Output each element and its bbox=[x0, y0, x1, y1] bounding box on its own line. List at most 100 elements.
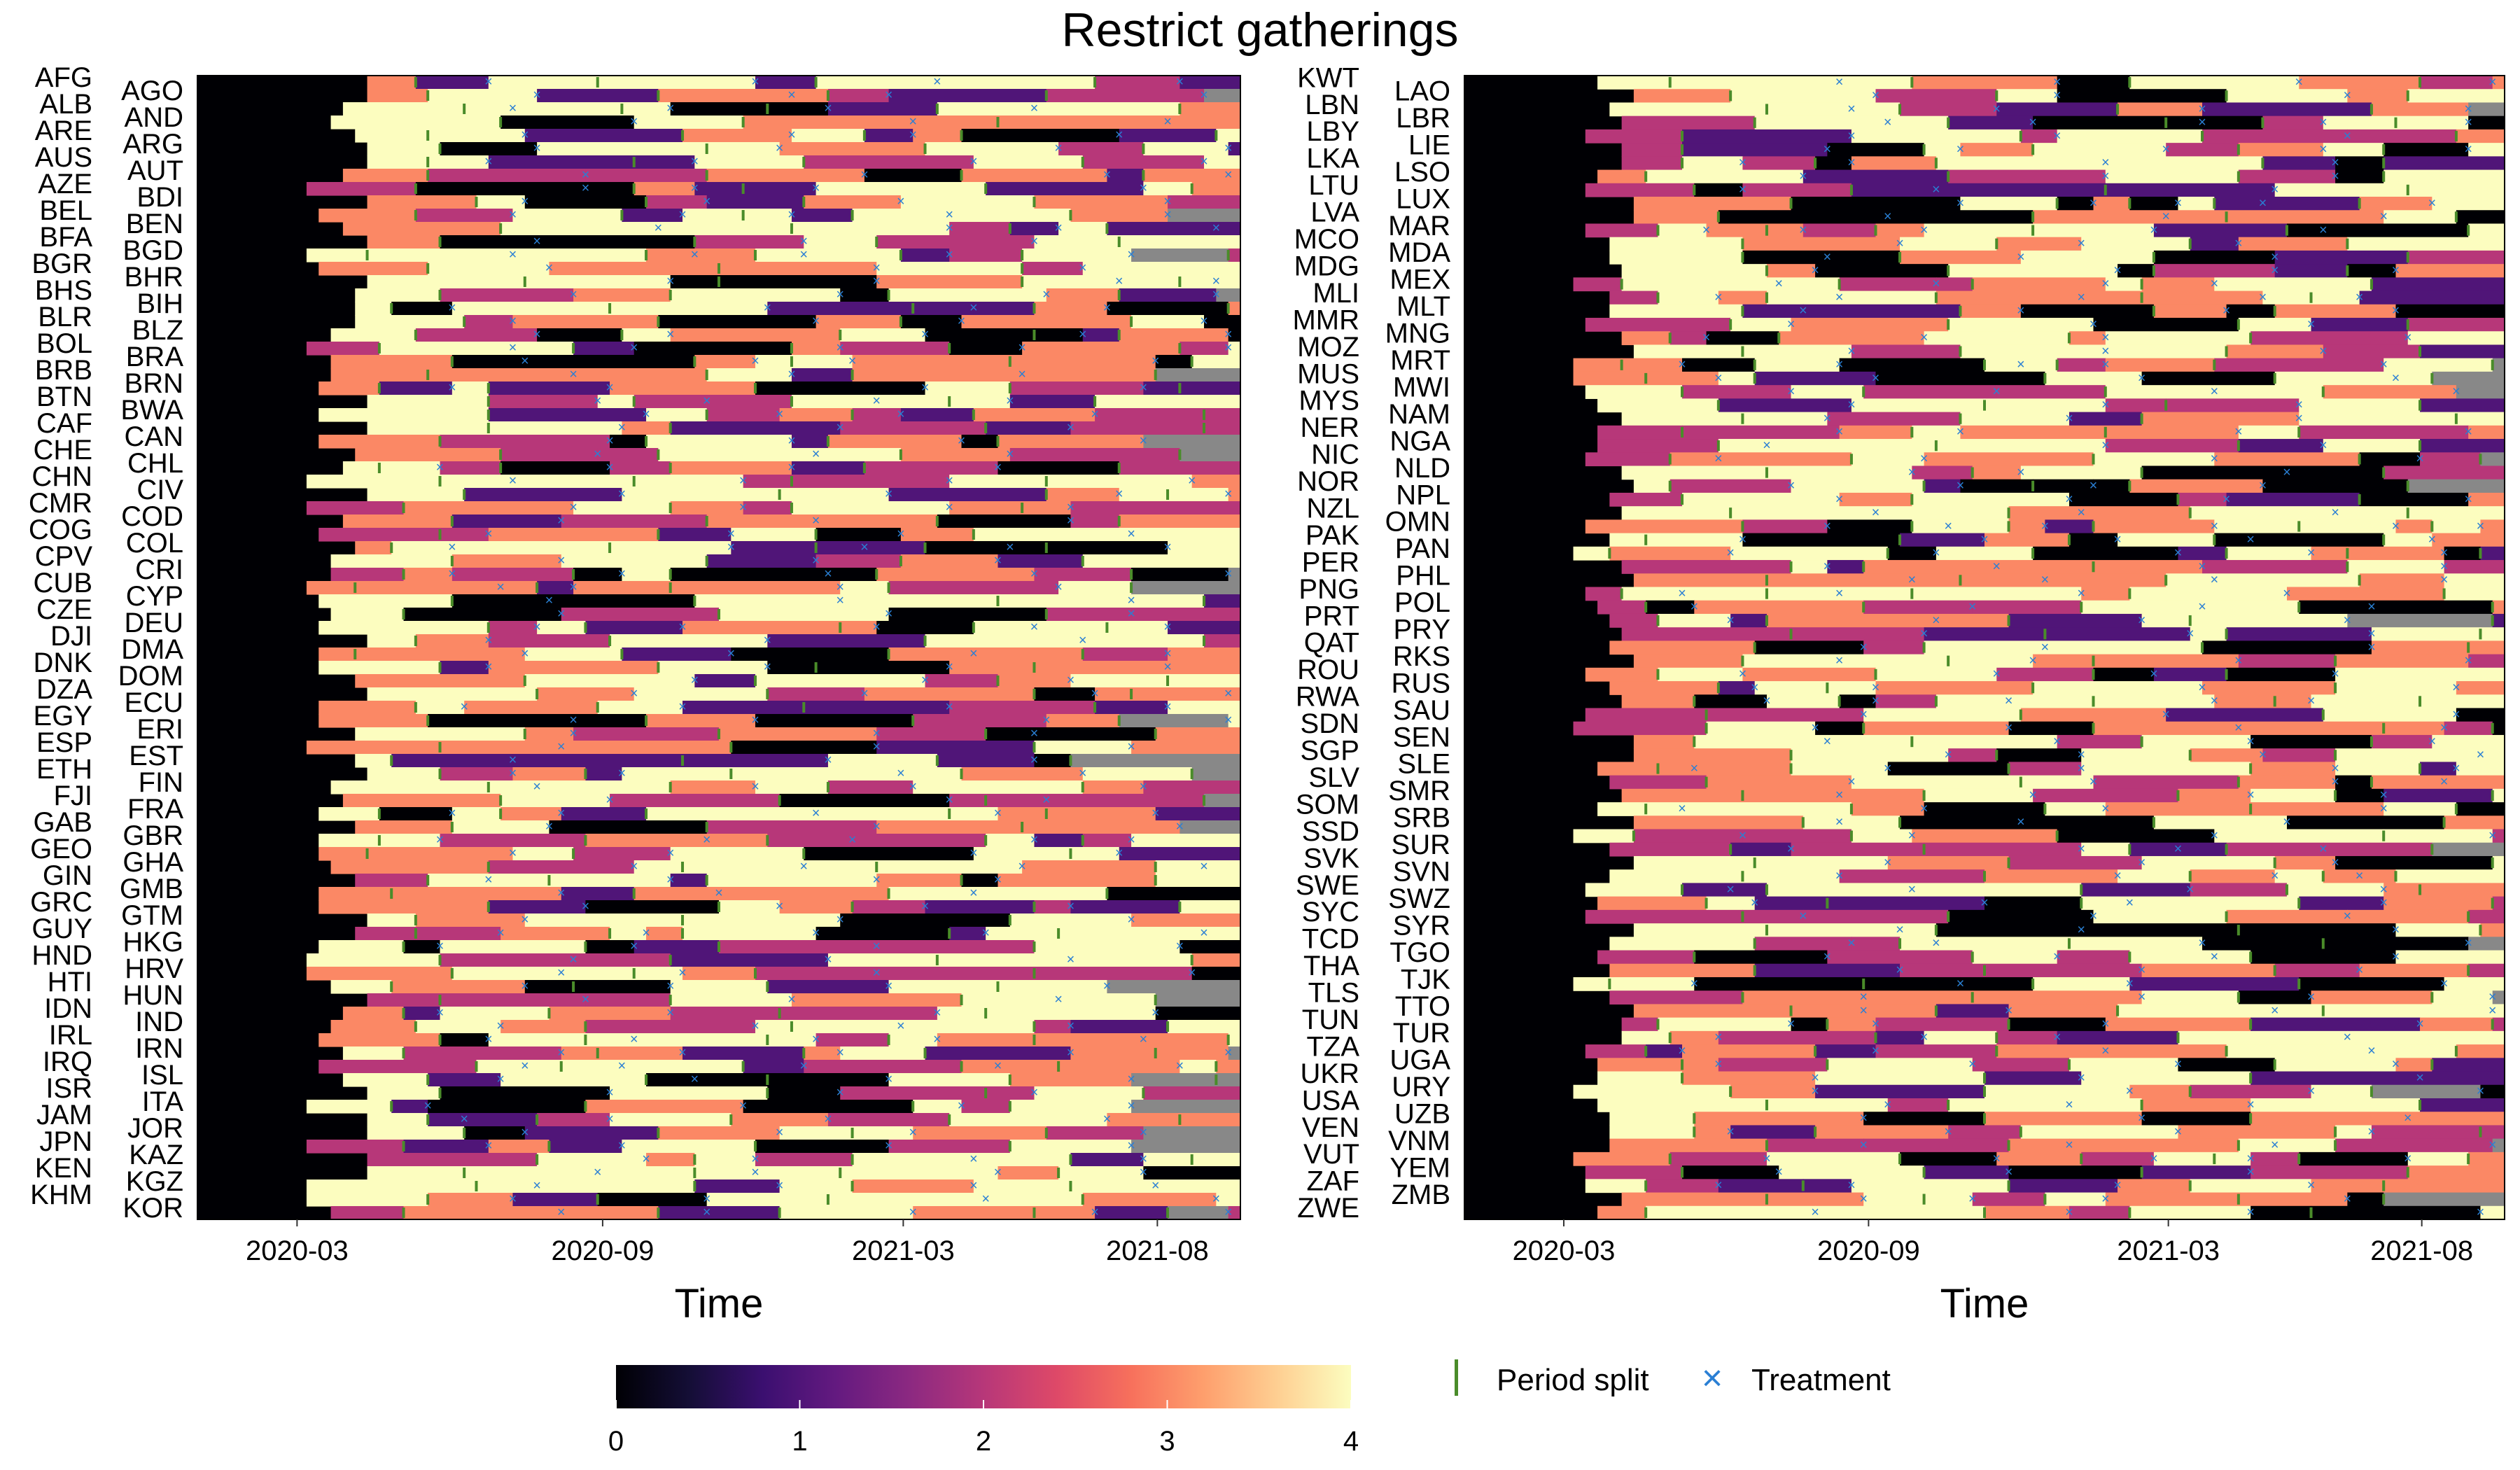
period-split-marker bbox=[547, 1141, 551, 1152]
heatmap-cell bbox=[634, 115, 744, 130]
heatmap-cell bbox=[719, 887, 890, 901]
heatmap-cell bbox=[2190, 869, 2276, 884]
heatmap-cell bbox=[900, 448, 1011, 462]
heatmap-cell bbox=[524, 674, 695, 688]
heatmap-cell bbox=[2238, 143, 2324, 157]
heatmap-cell bbox=[500, 448, 598, 462]
heatmap-cell bbox=[1996, 1152, 2082, 1166]
heatmap-cell bbox=[1009, 448, 1180, 462]
period-split-marker bbox=[1203, 795, 1206, 806]
heatmap-cell bbox=[1034, 834, 1084, 848]
heatmap-cell bbox=[731, 648, 890, 662]
heatmap-cell bbox=[1996, 89, 2058, 104]
heatmap-cell bbox=[342, 461, 380, 475]
treatment-marker: × bbox=[436, 832, 444, 848]
country-label: BRB bbox=[35, 355, 92, 386]
heatmap-cell bbox=[2093, 775, 2239, 790]
heatmap-cell bbox=[961, 435, 999, 449]
period-split-marker bbox=[2128, 588, 2132, 599]
heatmap-cell bbox=[1168, 541, 1241, 555]
heatmap-cell bbox=[1875, 694, 1937, 709]
heatmap-cell bbox=[1996, 102, 2118, 117]
period-split-marker bbox=[1069, 755, 1072, 766]
country-label: KEN bbox=[35, 1153, 92, 1184]
heatmap-cell bbox=[585, 182, 635, 196]
treatment-marker: × bbox=[2416, 451, 2424, 467]
period-split-marker bbox=[826, 90, 830, 101]
treatment-marker: × bbox=[1774, 1164, 1783, 1180]
heatmap-cell bbox=[1779, 331, 1925, 346]
heatmap-cell bbox=[1228, 714, 1241, 728]
heatmap-cell bbox=[1658, 613, 1731, 628]
period-split-marker bbox=[996, 981, 1000, 992]
heatmap-cell bbox=[500, 794, 610, 808]
heatmap-cell bbox=[1633, 479, 1671, 493]
period-split-marker bbox=[996, 117, 1000, 127]
period-split-marker bbox=[1644, 171, 1648, 182]
period-split-marker bbox=[2007, 507, 2010, 519]
treatment-marker: × bbox=[2271, 263, 2279, 279]
heatmap-cell bbox=[1924, 1030, 1997, 1045]
country-label: ARG bbox=[122, 129, 183, 160]
heatmap-cell bbox=[488, 1140, 550, 1154]
period-split-marker bbox=[802, 848, 806, 859]
heatmap-cell bbox=[2033, 479, 2094, 493]
treatment-marker: × bbox=[1956, 478, 1965, 493]
heatmap-cell bbox=[2020, 304, 2155, 318]
heatmap-cell bbox=[1935, 290, 2082, 305]
treatment-marker: × bbox=[836, 1085, 844, 1100]
heatmap-cell bbox=[464, 701, 598, 715]
heatmap-cell bbox=[682, 967, 756, 981]
period-split-marker bbox=[1105, 223, 1109, 234]
heatmap-cell bbox=[2105, 425, 2239, 440]
treatment-marker: × bbox=[1944, 1124, 1952, 1140]
country-label: SEN bbox=[1393, 722, 1450, 752]
period-split-marker bbox=[1166, 1021, 1170, 1032]
treatment-marker: × bbox=[2126, 976, 2134, 991]
heatmap-cell bbox=[2057, 197, 2094, 211]
heatmap-cell bbox=[2384, 143, 2469, 157]
treatment-marker: × bbox=[2271, 869, 2279, 884]
heatmap-cell bbox=[888, 1140, 1011, 1154]
country-label: MDA bbox=[1388, 237, 1450, 268]
period-split-marker bbox=[2080, 601, 2083, 612]
country-label: MYS bbox=[1298, 386, 1359, 416]
period-split-marker bbox=[2140, 1167, 2143, 1178]
heatmap-cell bbox=[1984, 533, 2070, 547]
heatmap-row-ESP: × × × bbox=[306, 739, 1241, 755]
heatmap-row-COD: × × × bbox=[342, 513, 1241, 528]
period-split-marker bbox=[377, 463, 381, 473]
heatmap-row-CHN: × × × × bbox=[306, 473, 1241, 489]
treatment-marker: × bbox=[2041, 519, 2050, 534]
heatmap-row-BDI: × × × × bbox=[367, 194, 1241, 209]
period-split-marker bbox=[1214, 1061, 1218, 1072]
heatmap-cell bbox=[512, 342, 574, 356]
heatmap-cell bbox=[2081, 1152, 2155, 1166]
period-split-marker bbox=[1081, 1194, 1084, 1205]
heatmap-cell bbox=[2480, 452, 2505, 467]
period-split-marker bbox=[1681, 426, 1684, 438]
heatmap-row-AFG: × × × × bbox=[367, 74, 1241, 90]
period-split-marker bbox=[1765, 925, 1768, 936]
period-split-marker bbox=[1922, 1167, 1926, 1178]
heatmap-cell bbox=[1034, 940, 1180, 954]
heatmap-cell bbox=[1815, 1071, 1985, 1086]
period-split-marker bbox=[523, 729, 526, 739]
period-split-marker bbox=[1947, 171, 1950, 182]
period-split-marker bbox=[2297, 601, 2301, 612]
period-split-marker bbox=[2321, 1005, 2325, 1016]
treatment-marker: × bbox=[1726, 545, 1735, 561]
heatmap-row-GRC: × × × × bbox=[318, 899, 1241, 914]
treatment-marker: × bbox=[678, 699, 687, 715]
heatmap-cell bbox=[1766, 573, 1912, 588]
heatmap-cell bbox=[512, 754, 683, 768]
period-split-marker bbox=[2406, 1167, 2409, 1178]
heatmap-cell bbox=[306, 953, 441, 967]
heatmap-cell bbox=[2335, 654, 2469, 668]
heatmap-cell bbox=[2057, 76, 2130, 90]
heatmap-cell bbox=[1155, 1046, 1229, 1060]
heatmap-cell bbox=[646, 408, 708, 422]
treatment-marker: × bbox=[2283, 465, 2291, 480]
heatmap-cell bbox=[1694, 734, 1828, 749]
treatment-marker: × bbox=[2331, 169, 2339, 184]
